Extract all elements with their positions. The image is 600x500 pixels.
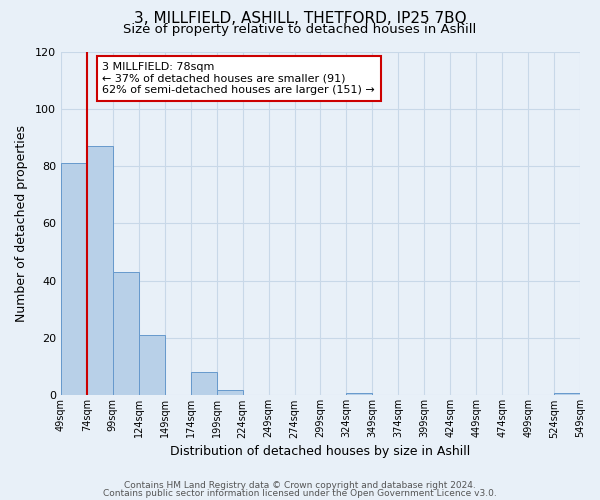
Bar <box>139 335 165 396</box>
Bar <box>346 392 373 396</box>
Text: Contains HM Land Registry data © Crown copyright and database right 2024.: Contains HM Land Registry data © Crown c… <box>124 481 476 490</box>
Bar <box>87 146 113 396</box>
Text: 3, MILLFIELD, ASHILL, THETFORD, IP25 7BQ: 3, MILLFIELD, ASHILL, THETFORD, IP25 7BQ <box>134 11 466 26</box>
Y-axis label: Number of detached properties: Number of detached properties <box>15 125 28 322</box>
Bar <box>217 390 242 396</box>
Bar <box>554 392 580 396</box>
Text: Size of property relative to detached houses in Ashill: Size of property relative to detached ho… <box>124 22 476 36</box>
Text: 3 MILLFIELD: 78sqm
← 37% of detached houses are smaller (91)
62% of semi-detache: 3 MILLFIELD: 78sqm ← 37% of detached hou… <box>103 62 375 95</box>
X-axis label: Distribution of detached houses by size in Ashill: Distribution of detached houses by size … <box>170 444 470 458</box>
Bar <box>61 164 87 396</box>
Bar <box>191 372 217 396</box>
Bar <box>113 272 139 396</box>
Text: Contains public sector information licensed under the Open Government Licence v3: Contains public sector information licen… <box>103 488 497 498</box>
